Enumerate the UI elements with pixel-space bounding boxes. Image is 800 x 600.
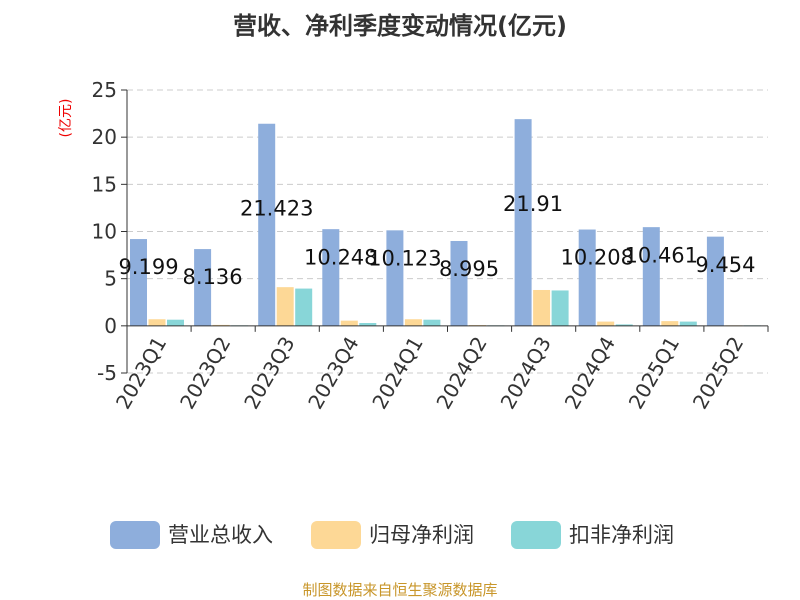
bar bbox=[533, 289, 551, 326]
bar bbox=[679, 321, 697, 326]
legend-label: 归母净利润 bbox=[369, 523, 474, 547]
bar bbox=[450, 240, 468, 326]
data-label: 10.208 bbox=[560, 246, 633, 270]
legend-swatch bbox=[311, 521, 361, 549]
x-tick-label: 2023Q2 bbox=[175, 332, 235, 413]
legend-swatch bbox=[110, 521, 160, 549]
y-tick-label: -5 bbox=[97, 361, 117, 385]
bar bbox=[340, 320, 358, 326]
y-tick-label: 15 bbox=[92, 172, 117, 196]
bar bbox=[130, 239, 147, 326]
legend-label: 营业总收入 bbox=[168, 523, 273, 547]
data-label: 8.995 bbox=[439, 257, 499, 281]
data-label: 9.199 bbox=[118, 255, 178, 279]
y-axis-label: (亿元) bbox=[58, 99, 74, 138]
bar bbox=[194, 249, 212, 326]
data-label: 21.423 bbox=[240, 197, 313, 221]
bar bbox=[578, 229, 596, 326]
bar bbox=[276, 287, 294, 326]
data-label: 10.461 bbox=[625, 243, 698, 267]
bar bbox=[322, 229, 340, 326]
y-tick-label: 0 bbox=[104, 314, 117, 338]
footer-source: 制图数据来自恒生聚源数据库 bbox=[302, 581, 497, 599]
bar bbox=[597, 321, 615, 326]
data-label: 10.123 bbox=[368, 247, 441, 271]
bar bbox=[551, 290, 569, 326]
bar bbox=[642, 227, 660, 326]
chart-title: 营收、净利季度变动情况(亿元) bbox=[233, 12, 567, 40]
y-tick-label: 25 bbox=[92, 78, 117, 102]
data-label: 8.136 bbox=[183, 265, 243, 289]
bar bbox=[258, 123, 276, 326]
x-tick-label: 2024Q3 bbox=[496, 332, 556, 413]
bar bbox=[514, 119, 532, 326]
y-tick-label: 5 bbox=[104, 267, 117, 291]
bar bbox=[148, 319, 166, 326]
legend-swatch bbox=[511, 521, 561, 549]
bar bbox=[661, 321, 679, 326]
bar bbox=[615, 324, 633, 326]
bar bbox=[167, 319, 184, 326]
data-label: 9.454 bbox=[695, 253, 755, 277]
bar bbox=[386, 230, 404, 326]
data-label: 10.248 bbox=[304, 245, 377, 269]
bar bbox=[706, 236, 724, 326]
y-tick-label: 10 bbox=[92, 220, 117, 244]
legend: 营业总收入 归母净利润 扣非净利润 bbox=[110, 521, 674, 549]
bar bbox=[359, 323, 377, 326]
data-label: 21.91 bbox=[503, 192, 563, 216]
bar bbox=[423, 319, 441, 326]
y-tick-label: 20 bbox=[92, 125, 117, 149]
bar bbox=[295, 288, 313, 326]
legend-label: 扣非净利润 bbox=[569, 523, 674, 547]
bar bbox=[404, 319, 422, 326]
